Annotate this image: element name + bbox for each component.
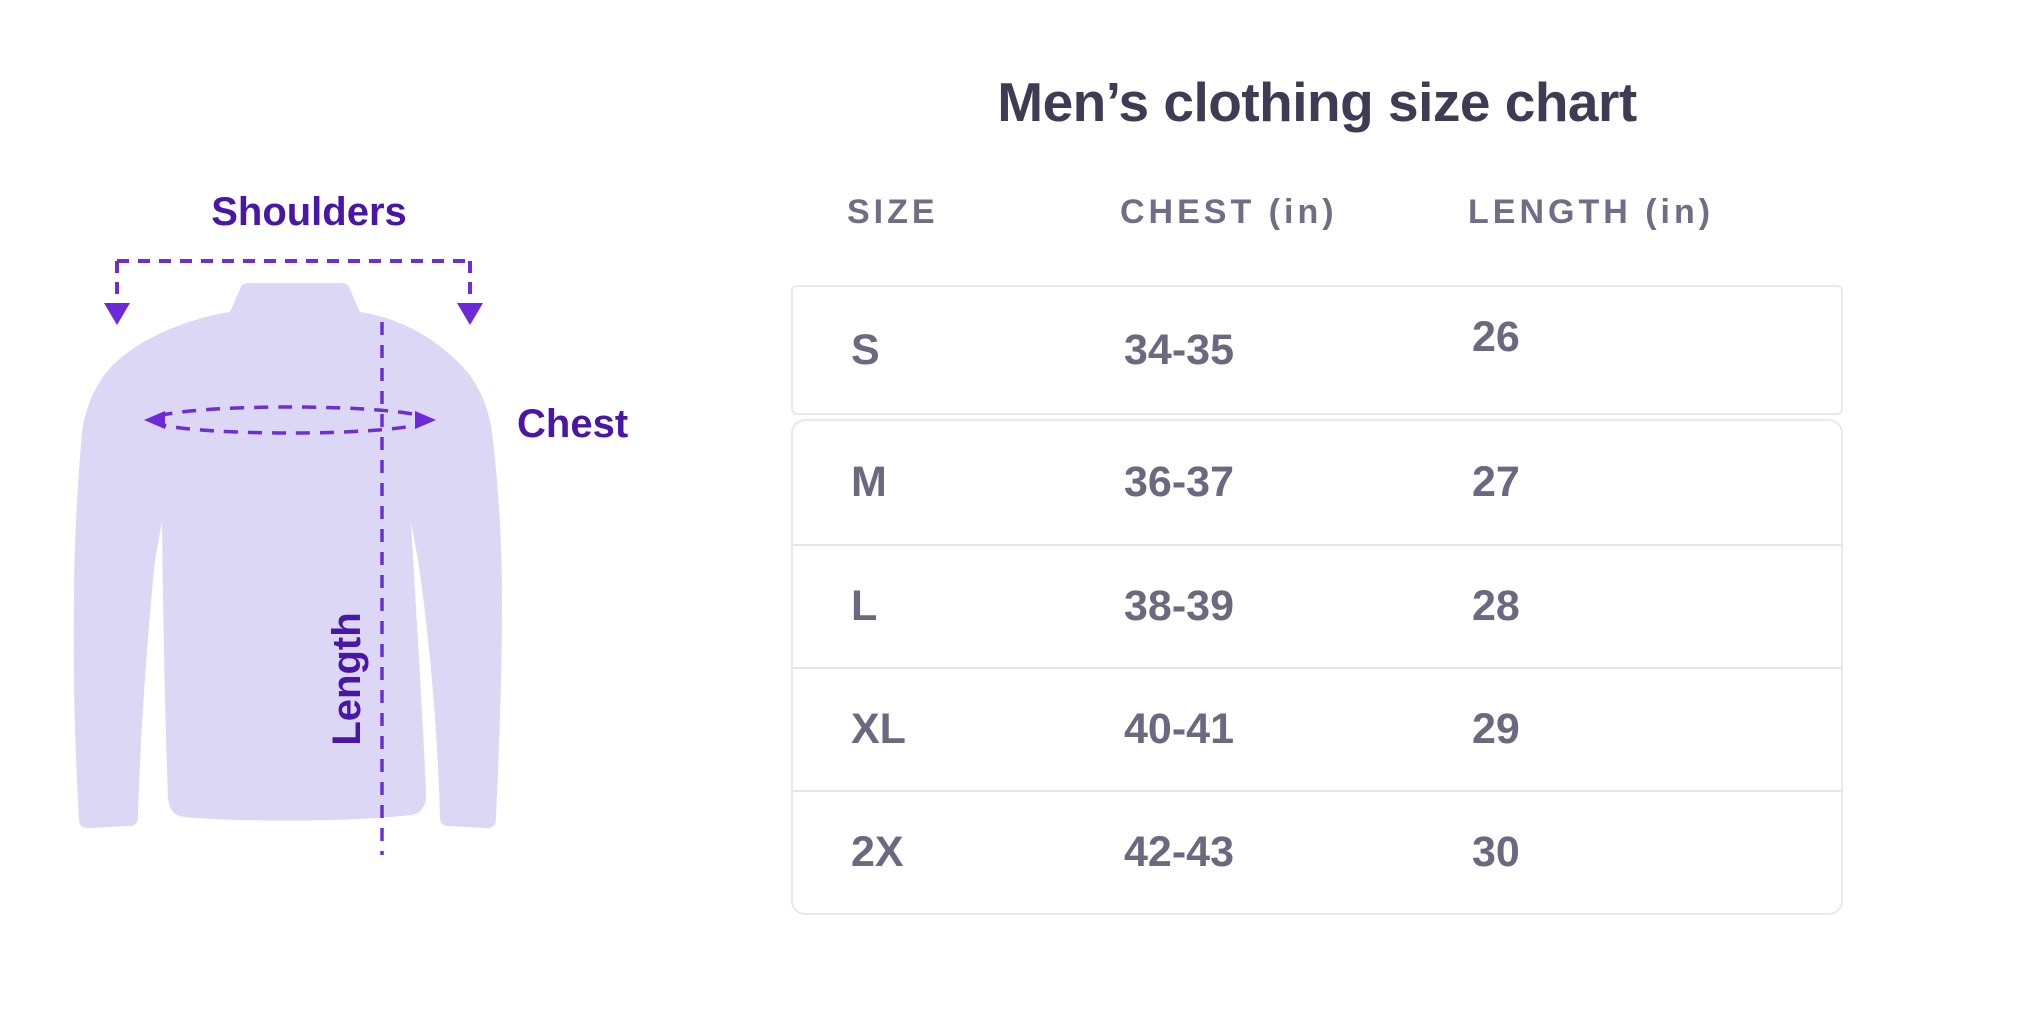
table-row-2x: 2X 42-43 30 (793, 790, 1841, 913)
shirt-silhouette (73, 283, 502, 828)
column-header-length: LENGTH (in) (1468, 192, 1715, 231)
shoulders-measure (115, 259, 472, 302)
size-cell: M (851, 458, 887, 506)
length-cell: 30 (1472, 828, 1520, 876)
table-row-group-s: S 34-35 26 (791, 285, 1843, 415)
shoulders-arrow-left-icon (104, 303, 130, 325)
table-row-l: L 38-39 28 (793, 544, 1841, 667)
page-title: Men’s clothing size chart (997, 71, 1637, 133)
size-cell: XL (851, 705, 906, 753)
shoulders-bracket-line (115, 259, 472, 302)
chest-label: Chest (517, 402, 629, 446)
length-cell: 28 (1472, 582, 1520, 630)
chest-arrow-right-icon (415, 411, 436, 429)
shirt-diagram: Shoulders Chest Length (60, 180, 680, 880)
table-row-m: M 36-37 27 (793, 421, 1841, 544)
table-row-xl: XL 40-41 29 (793, 667, 1841, 790)
chest-cell: 38-39 (1124, 582, 1234, 630)
size-cell: L (851, 582, 878, 630)
shoulders-arrow-right-icon (457, 303, 483, 325)
chest-cell: 34-35 (1124, 325, 1234, 374)
chest-cell: 40-41 (1124, 705, 1234, 753)
table-header-row: SIZE CHEST (in) LENGTH (in) (791, 190, 1843, 234)
shoulders-label: Shoulders (211, 190, 407, 234)
column-header-size: SIZE (847, 192, 939, 231)
size-chart-table: SIZE CHEST (in) LENGTH (in) S 34-35 26 M… (791, 190, 1843, 915)
length-cell: 27 (1472, 458, 1520, 506)
table-row-group-m-2x: M 36-37 27 L 38-39 28 XL 40-41 29 2X 42-… (791, 419, 1843, 915)
size-cell: 2X (851, 828, 904, 876)
length-cell: 29 (1472, 705, 1520, 753)
shirt-illustration (73, 259, 502, 855)
chest-cell: 36-37 (1124, 458, 1234, 506)
length-cell: 26 (1472, 312, 1520, 361)
column-header-chest: CHEST (in) (1120, 192, 1338, 231)
length-label: Length (325, 612, 369, 746)
chest-cell: 42-43 (1124, 828, 1234, 876)
size-cell: S (851, 325, 880, 374)
table-row-s: S 34-35 26 (793, 287, 1841, 413)
chest-arrow-left-icon (144, 411, 165, 429)
